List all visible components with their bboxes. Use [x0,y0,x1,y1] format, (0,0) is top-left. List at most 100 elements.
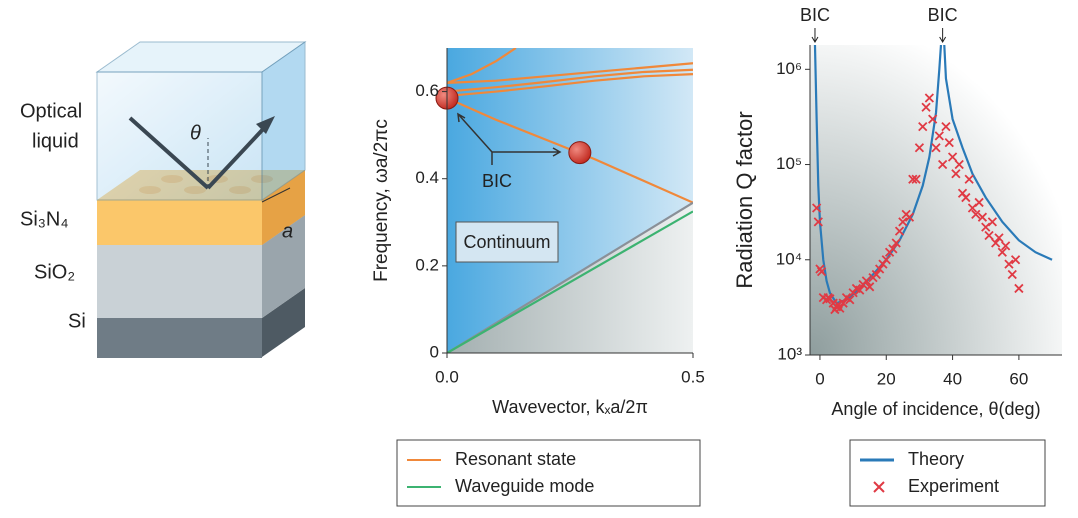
y-axis-label: Radiation Q factor [732,111,757,288]
legend-label: Theory [908,449,964,469]
marker [898,217,908,227]
y-tick-label: 0.4 [415,168,439,187]
label: liquid [32,130,79,152]
marker [964,174,974,184]
incident-ray [128,116,210,190]
x-tick-label: 60 [1009,369,1028,388]
si3n4-side [262,170,305,245]
y-tick-label: 10⁶ [776,59,802,78]
marker [871,269,881,280]
marker [865,282,875,292]
label: a [282,220,293,242]
marker [971,209,981,219]
x-tick-label: 0.5 [681,367,705,386]
marker [845,295,855,305]
si-layer [97,318,262,358]
series-line [447,210,693,353]
marker [924,93,935,103]
marker [941,122,951,132]
plot [810,45,1062,355]
x-axis-label: Angle of incidence, θ(deg) [831,399,1040,419]
sio2-layer [97,245,262,318]
marker [934,131,944,141]
legend-label: Resonant state [455,449,576,469]
x-axis-label: Wavevector, kₓa/2π [492,397,648,417]
marker [984,230,994,241]
marker [813,217,823,227]
reflected-ray [206,124,268,190]
series-line [447,48,517,84]
marker [954,159,964,170]
y-tick-label: 10³ [777,344,802,363]
marker [931,143,941,153]
marker [947,152,958,162]
marker [974,197,984,208]
marker [811,203,822,213]
y-axis-label: Frequency, ωa/2πc [371,119,392,282]
marker [928,114,938,124]
marker [1004,259,1014,269]
series-line [447,62,693,84]
marker [991,238,1001,248]
x-tick-label: 40 [943,369,962,388]
marker [894,226,905,236]
y-tick-label: 10⁵ [776,154,802,173]
label: θ [190,122,201,144]
si-side [262,288,305,357]
liquid-front [96,71,263,201]
marker [1010,255,1021,265]
marker [908,174,918,184]
annotation: BIC [928,5,958,25]
marker [987,217,998,227]
series-line [447,201,693,353]
marker [911,174,921,184]
marker [981,222,991,232]
background [810,45,1062,355]
y-tick-label: 0.6 [415,81,439,100]
series-line [447,68,693,93]
marker [874,264,885,274]
marker [944,137,954,148]
marker [997,247,1007,257]
label: SiO₂ [34,261,75,283]
annotation: Continuum [463,232,550,252]
liquid-side [261,41,306,201]
legend-label: Waveguide mode [455,476,594,496]
marker [816,267,827,277]
y-tick-label: 0.2 [415,255,439,274]
annotation: BIC [800,5,830,25]
legend-label: Experiment [908,476,999,496]
y-tick-label: 10⁴ [776,249,802,268]
annotation: BIC [482,171,512,191]
annotation-arrow [939,28,947,43]
label: Si [68,310,86,332]
marker [914,143,925,153]
arrowhead [256,116,275,134]
marker [918,122,928,132]
si3n4-layer [97,200,262,245]
layer-diagram: Optical liquid Si₃N₄ SiO₂ Si θ a [20,41,307,358]
marker [1014,283,1024,294]
marker [861,276,872,286]
marker [881,255,891,265]
y-tick-label: 0 [430,342,439,361]
annotation-box [455,221,559,263]
legend-box [849,439,1046,507]
marker [904,212,915,222]
x-tick-label: 0.0 [435,367,459,386]
bic-point [568,141,592,165]
marker [835,303,845,313]
x-tick-label: 0 [815,369,824,388]
label: Si₃N₄ [20,208,69,230]
sio2-side [262,215,305,318]
annotation-arrow [457,112,562,165]
marker [961,192,971,203]
plot [447,48,693,353]
marker [1000,241,1011,251]
marker [891,238,901,248]
marker [1007,269,1017,280]
legend-box [396,439,701,507]
marker [937,159,948,170]
